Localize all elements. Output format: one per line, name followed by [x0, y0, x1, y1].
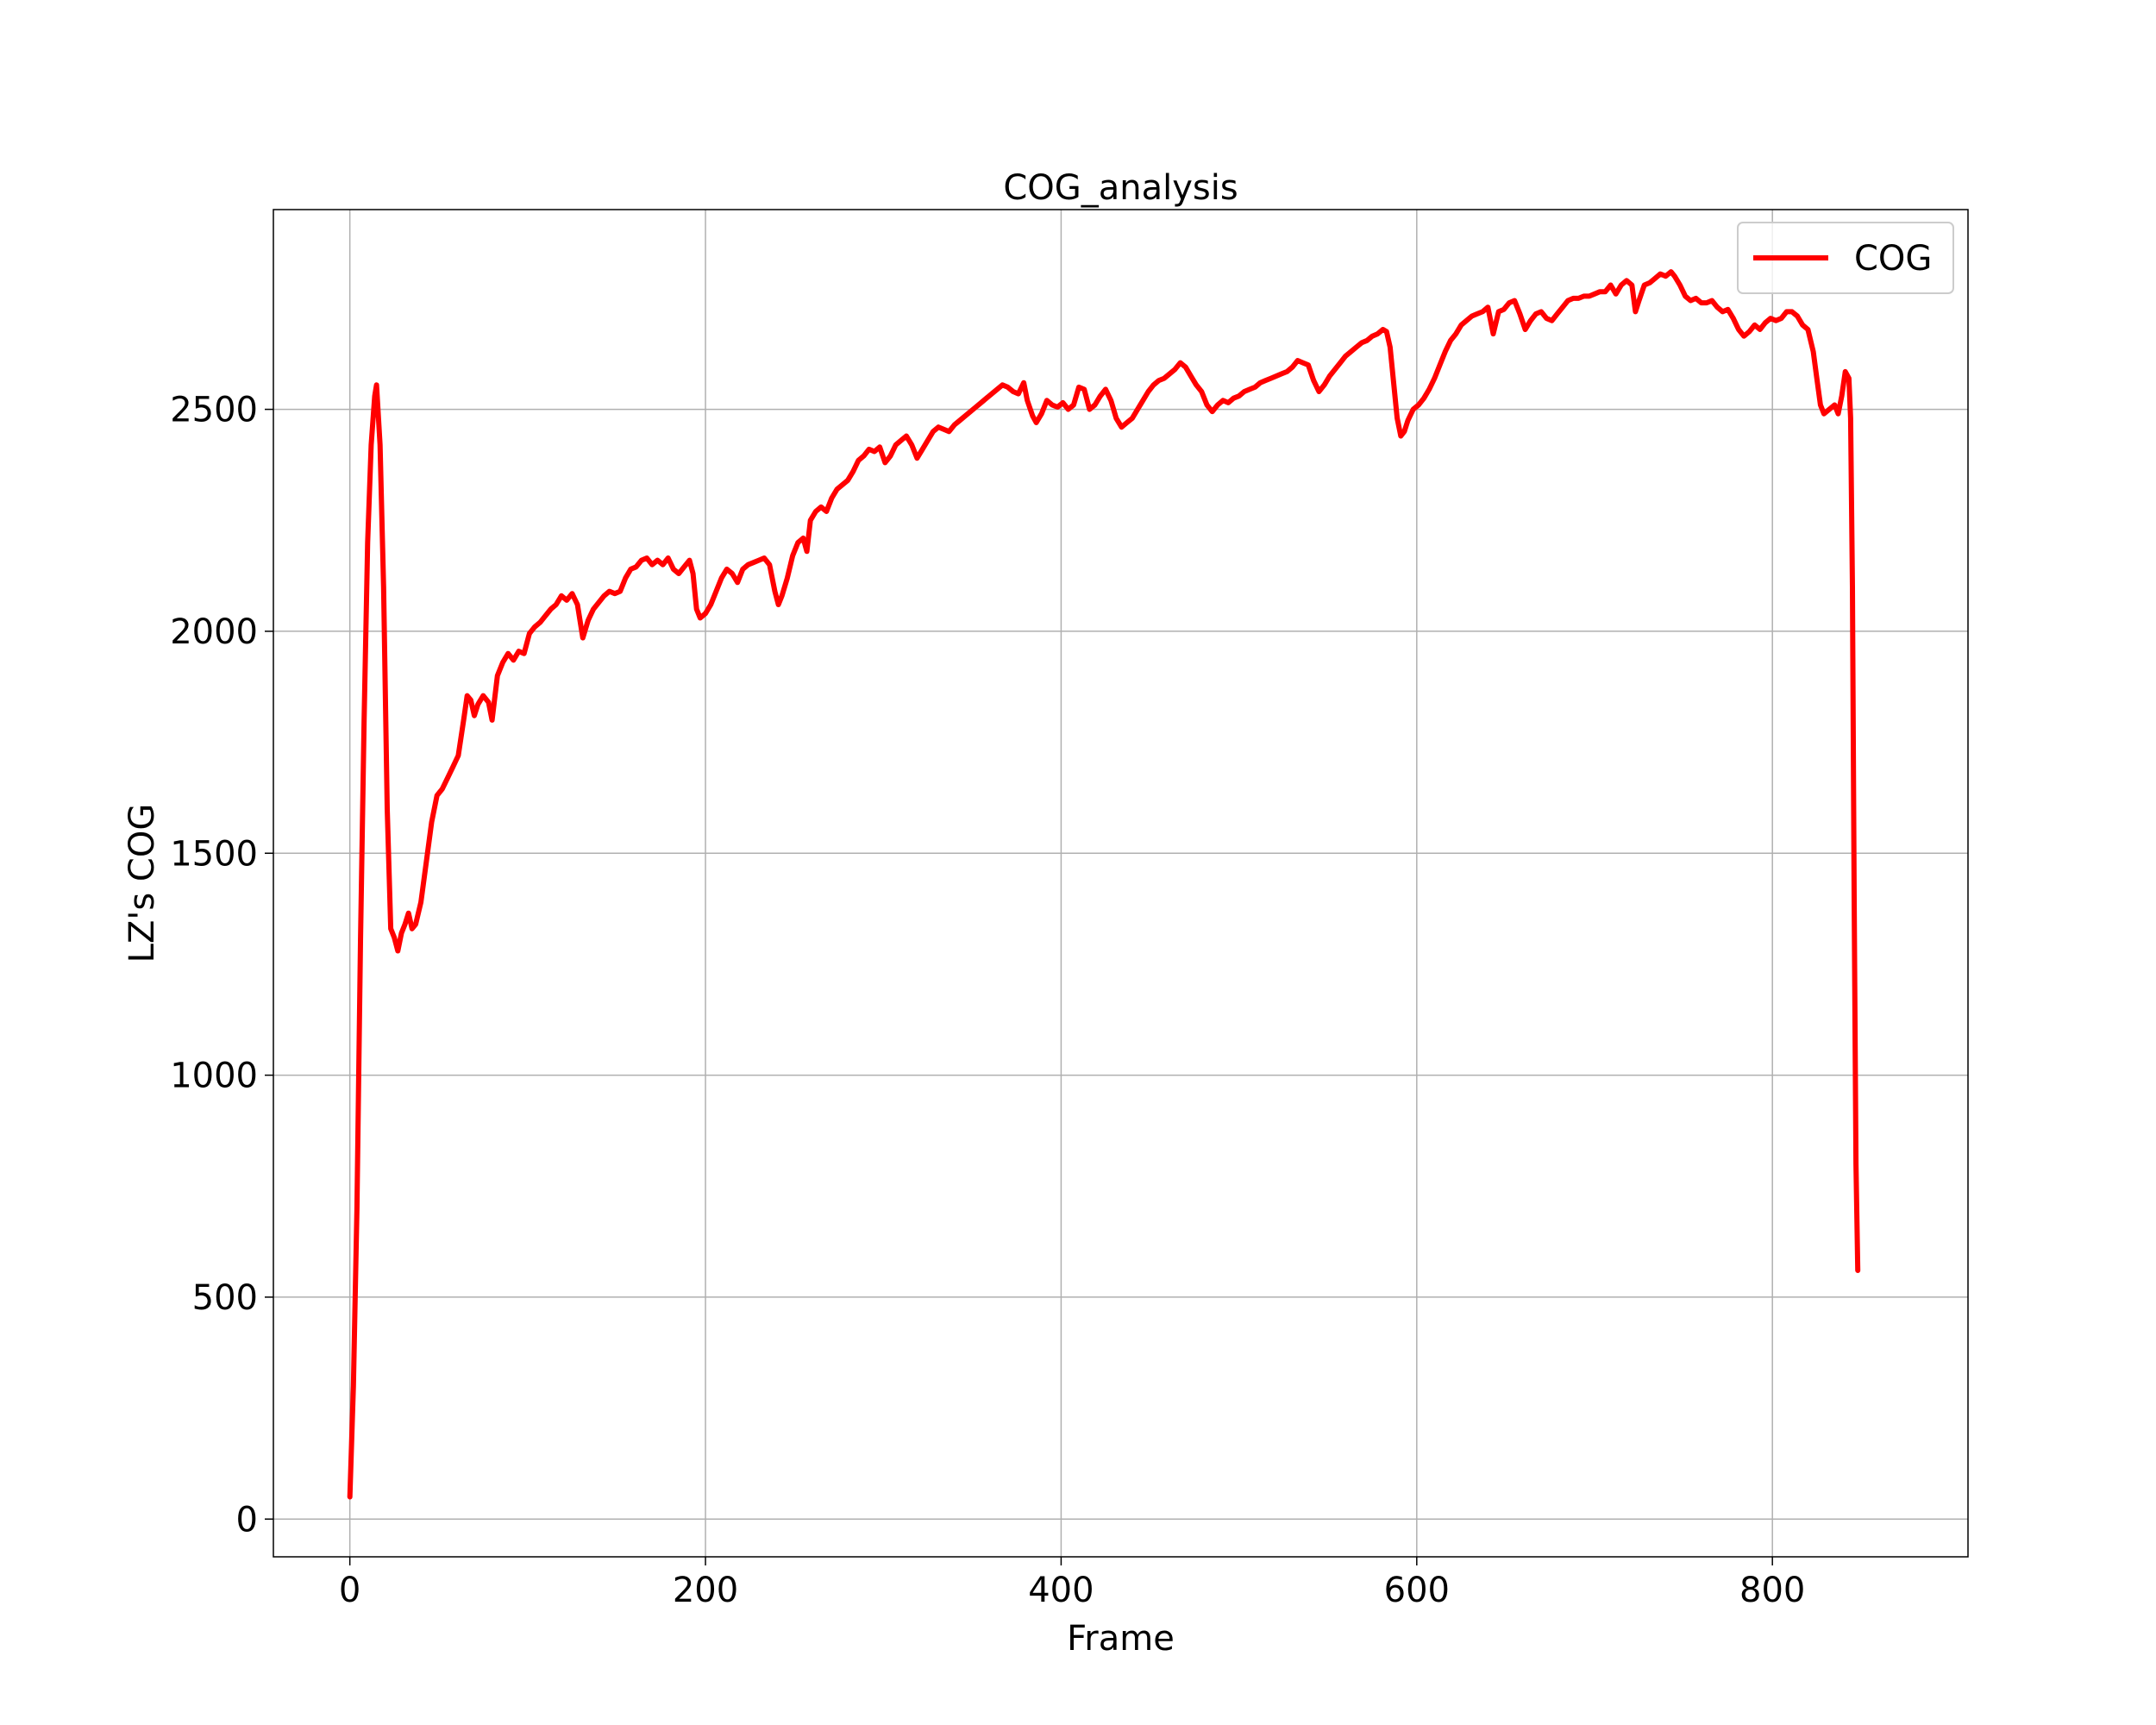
y-tick-label: 1500	[170, 834, 258, 874]
y-tick-label: 500	[192, 1278, 258, 1318]
grid	[273, 210, 1968, 1557]
y-tick-label: 0	[236, 1500, 258, 1540]
y-tick-label: 2000	[170, 612, 258, 652]
legend-box	[1737, 222, 1954, 294]
x-tick-label: 200	[673, 1571, 738, 1610]
legend-label: COG	[1854, 239, 1932, 279]
x-tick-label: 400	[1028, 1571, 1094, 1610]
legend: COG	[1737, 222, 1954, 294]
x-tick-label: 800	[1739, 1571, 1805, 1610]
x-axis-label: Frame	[1067, 1619, 1175, 1659]
y-tick-label: 1000	[170, 1057, 258, 1096]
series-layer	[347, 269, 1861, 1500]
y-tick-label: 2500	[170, 391, 258, 430]
plot-area-frame	[273, 209, 1969, 1558]
series-line-cog	[347, 269, 1861, 1500]
x-tick-label: 600	[1384, 1571, 1450, 1610]
x-tick-label: 0	[339, 1571, 360, 1610]
y-axis-label: LZ's COG	[122, 804, 162, 963]
ticks: 0 200 400 600 800 0 500 1000 1500 2000 2500	[170, 391, 1805, 1610]
chart-title: COG_analysis	[1003, 168, 1238, 208]
